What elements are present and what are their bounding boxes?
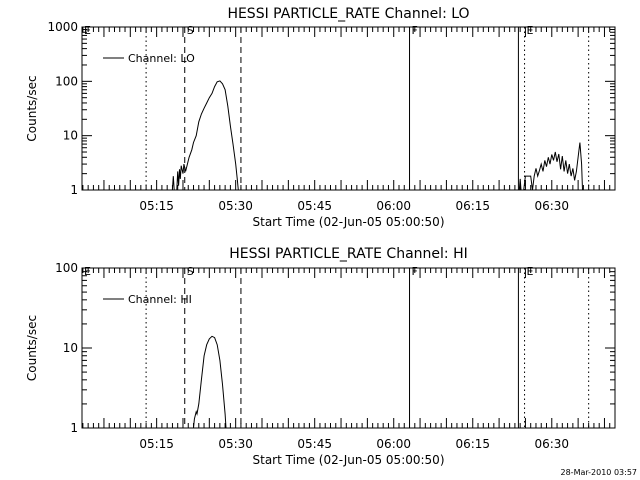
marker-label: E	[84, 265, 91, 278]
y-axis-label: Counts/sec	[25, 315, 39, 381]
x-axis-label: Start Time (02-Jun-05 05:00:50)	[253, 215, 445, 229]
y-tick-label: 1	[70, 421, 78, 435]
marker-label: E	[84, 24, 91, 37]
x-tick-label: 05:45	[297, 199, 332, 213]
marker-label: S	[187, 24, 194, 37]
y-tick-label: 100	[55, 74, 78, 88]
x-tick-label: 06:30	[534, 437, 569, 451]
marker-label: E	[527, 265, 534, 278]
series-line	[518, 142, 583, 191]
footer-timestamp: 28-Mar-2010 03:57	[561, 468, 638, 477]
legend-label: Channel: HI	[128, 293, 192, 306]
x-tick-label: 05:45	[297, 437, 332, 451]
y-tick-label: 1	[70, 183, 78, 197]
x-tick-label: 05:15	[139, 437, 174, 451]
marker-label: S	[187, 265, 194, 278]
chart-title: HESSI PARTICLE_RATE Channel: HI	[229, 246, 467, 262]
marker-label: E	[527, 24, 534, 37]
x-axis-label: Start Time (02-Jun-05 05:00:50)	[253, 453, 445, 467]
x-tick-label: 05:30	[218, 437, 253, 451]
chart-panel-lo: HESSI PARTICLE_RATE Channel: LO Counts/se…	[25, 6, 616, 229]
x-tick-label: 06:15	[455, 437, 490, 451]
x-tick-label: 05:30	[218, 199, 253, 213]
x-tick-label: 06:30	[534, 199, 569, 213]
x-tick-label: 05:15	[139, 199, 174, 213]
plot-frame	[81, 267, 616, 429]
x-tick-label: 06:00	[376, 437, 411, 451]
y-tick-label: 100	[55, 261, 78, 275]
chart-panel-hi: HESSI PARTICLE_RATE Channel: HI Counts/se…	[25, 246, 616, 467]
y-tick-label: 10	[63, 341, 78, 355]
plot-frame	[81, 26, 616, 191]
y-tick-label: 10	[63, 129, 78, 143]
legend-label: Channel: LO	[128, 52, 195, 65]
y-tick-label: 1000	[47, 20, 78, 34]
series-line	[193, 335, 227, 429]
y-axis-label: Counts/sec	[25, 75, 39, 141]
series-line	[171, 80, 239, 191]
chart-title: HESSI PARTICLE_RATE Channel: LO	[227, 6, 469, 22]
x-tick-label: 06:00	[376, 199, 411, 213]
x-tick-label: 06:15	[455, 199, 490, 213]
